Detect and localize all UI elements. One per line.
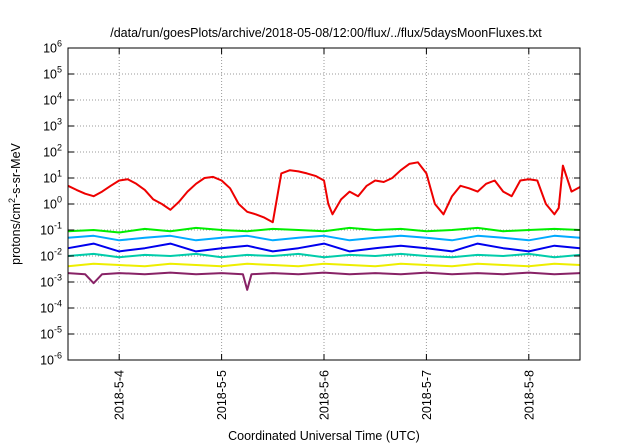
y-axis-label-main: protons/cm [9, 203, 23, 265]
y-axis-label-superscript: 2 [7, 198, 17, 203]
y-tick-label-base: 10 [43, 146, 57, 160]
y-tick-label-base: 10 [43, 94, 57, 108]
y-tick-label-exponent: 3 [57, 117, 62, 127]
y-tick-label-exponent: 5 [57, 65, 62, 75]
y-tick-label-exponent: -1 [54, 221, 62, 231]
y-tick-label: 10-3 [40, 273, 62, 290]
y-tick-label: 10-5 [40, 325, 62, 342]
y-axis-label-rest: -s-sr-MeV [9, 142, 23, 198]
series-layer [67, 161, 581, 291]
y-tick-label-base: 10 [43, 42, 57, 56]
y-tick-label-exponent: 4 [57, 91, 62, 101]
y-tick-label-base: 10 [43, 172, 57, 186]
y-tick-label-exponent: -5 [54, 325, 62, 335]
y-tick-label-exponent: 1 [57, 169, 62, 179]
x-tick-label: 2018-5-4 [113, 370, 127, 420]
y-tick-label-base: 10 [40, 250, 54, 264]
y-tick-label: 104 [43, 91, 62, 108]
series-line-3 [67, 234, 581, 242]
y-tick-label-base: 10 [43, 68, 57, 82]
y-tick-label: 105 [43, 65, 62, 82]
chart-title: /data/run/goesPlots/archive/2018-05-08/1… [110, 26, 542, 40]
series-line-6 [67, 262, 581, 268]
y-tick-label-base: 10 [40, 328, 54, 342]
x-tick-label: 2018-5-6 [318, 370, 332, 420]
grid-layer [68, 48, 580, 360]
y-tick-label-base: 10 [40, 354, 54, 368]
x-tick-label: 2018-5-5 [215, 370, 229, 420]
y-tick-label-base: 10 [40, 276, 54, 290]
y-tick-label: 101 [43, 169, 62, 186]
y-tick-label: 10-6 [40, 351, 62, 368]
series-line-7 [67, 271, 581, 291]
y-tick-label-exponent: -3 [54, 273, 62, 283]
x-tick-label: 2018-5-7 [420, 370, 434, 420]
y-tick-label-base: 10 [43, 120, 57, 134]
y-tick-label-base: 10 [40, 302, 54, 316]
y-tick-label-exponent: 2 [57, 143, 62, 153]
series-line-2 [67, 226, 581, 234]
y-tick-label: 10-1 [40, 221, 62, 238]
y-tick-label-exponent: -2 [54, 247, 62, 257]
y-axis-label: protons/cm2-s-sr-MeV [7, 142, 23, 264]
y-tick-label-base: 10 [43, 198, 57, 212]
y-tick-label-exponent: 0 [57, 195, 62, 205]
series-line-1 [67, 161, 581, 224]
y-tick-label-exponent: 6 [57, 39, 62, 49]
series-line-5 [67, 252, 581, 259]
y-tick-label-exponent: -6 [54, 351, 62, 361]
y-tick-label-base: 10 [40, 224, 54, 238]
y-tick-label: 10-4 [40, 299, 62, 316]
x-tick-label: 2018-5-8 [522, 370, 536, 420]
series-line-4 [67, 242, 581, 253]
axis-layer: 10-610-510-410-310-210-11001011021031041… [40, 39, 580, 420]
y-tick-label: 10-2 [40, 247, 62, 264]
y-tick-label-exponent: -4 [54, 299, 62, 309]
x-axis-label: Coordinated Universal Time (UTC) [228, 429, 420, 443]
y-tick-label: 102 [43, 143, 62, 160]
y-tick-label: 100 [43, 195, 62, 212]
y-tick-label: 103 [43, 117, 62, 134]
y-tick-label: 106 [43, 39, 62, 56]
